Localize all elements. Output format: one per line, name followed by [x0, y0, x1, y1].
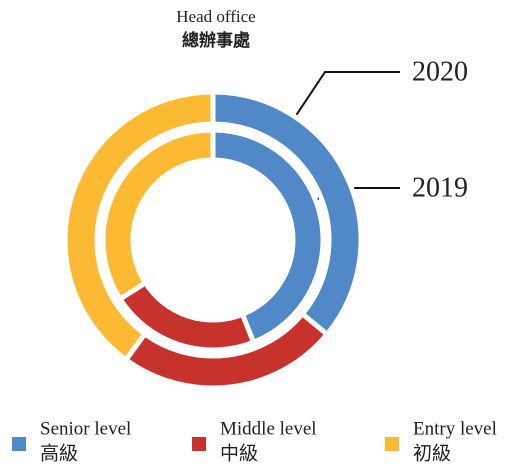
- donut-segment: [210, 127, 326, 346]
- legend-swatch: [385, 437, 399, 451]
- series-label: 2019: [412, 172, 468, 203]
- legend-label: 中級: [220, 442, 258, 464]
- legend-swatch: [192, 437, 206, 451]
- legend-label: Senior level: [40, 418, 131, 439]
- legend-label: 高級: [40, 442, 78, 464]
- series-label: 2020: [412, 56, 468, 87]
- chart-subtitle: 總辦事處: [182, 30, 251, 50]
- legend-label: Middle level: [220, 418, 317, 439]
- leader-line: [284, 71, 400, 133]
- legend-swatch: [12, 437, 26, 451]
- chart-title: Head office: [176, 7, 255, 26]
- legend-label: 初級: [413, 442, 451, 464]
- legend-label: Entry level: [413, 418, 497, 439]
- donut-segment: [62, 89, 216, 364]
- donut-segment: [100, 127, 216, 303]
